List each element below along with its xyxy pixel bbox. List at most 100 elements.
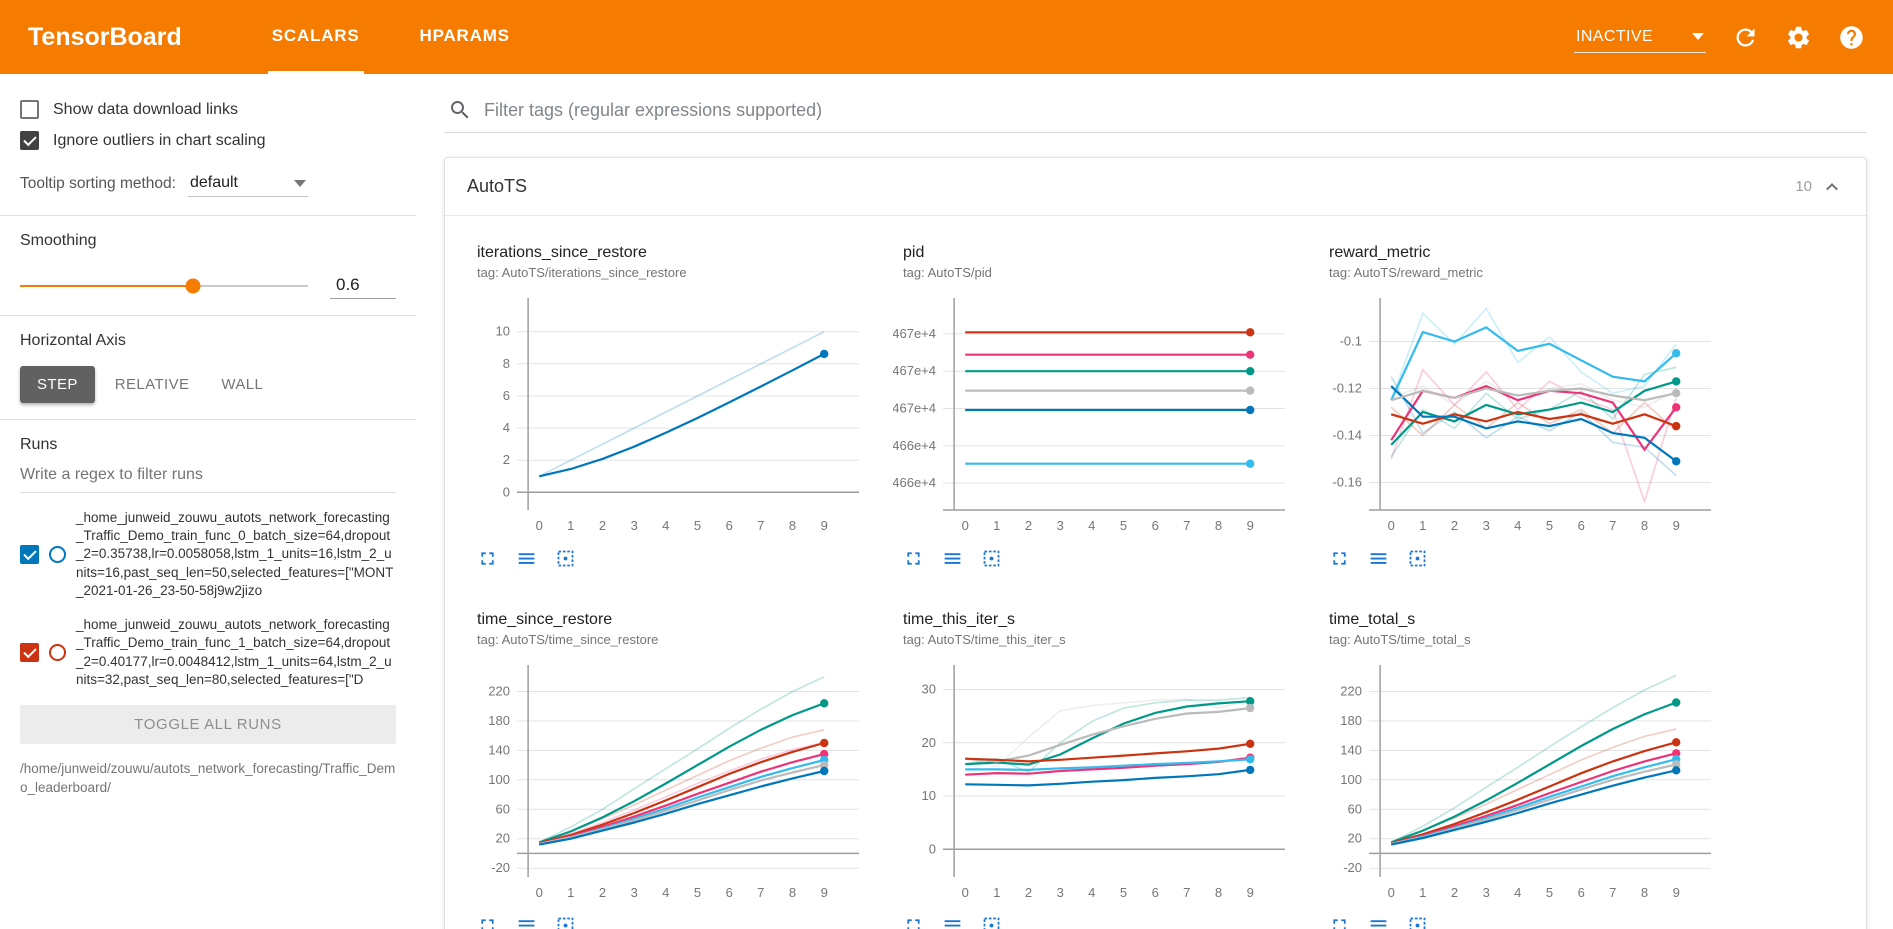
help-icon[interactable] [1838,24,1865,51]
svg-text:-0.12: -0.12 [1332,381,1362,396]
expand-chart-icon[interactable] [477,915,498,929]
card-header[interactable]: AutoTS 10 [445,158,1866,216]
svg-text:4: 4 [1514,518,1521,533]
svg-text:9: 9 [1247,885,1254,900]
expand-chart-icon[interactable] [903,548,924,569]
tag-filter-row [444,74,1867,133]
svg-text:9: 9 [1673,885,1680,900]
svg-text:2.467e+4: 2.467e+4 [893,401,936,416]
header: TensorBoard SCALARS HPARAMS INACTIVE [0,0,1893,74]
axis-relative-button[interactable]: RELATIVE [114,376,190,393]
runs-menu-icon[interactable] [516,915,537,929]
svg-text:7: 7 [1183,518,1190,533]
svg-text:9: 9 [1247,518,1254,533]
fit-domain-icon[interactable] [981,915,1002,929]
tab-scalars[interactable]: SCALARS [267,0,364,74]
svg-text:0: 0 [1388,885,1395,900]
runs-menu-icon[interactable] [1368,548,1389,569]
toggle-all-runs-button[interactable]: TOGGLE ALL RUNS [20,704,396,744]
tooltip-sorting-select[interactable]: default [187,170,308,197]
axis-step-button[interactable]: STEP [20,366,95,403]
svg-text:8: 8 [1215,885,1222,900]
svg-text:8: 8 [1641,885,1648,900]
svg-text:1: 1 [993,518,1000,533]
chart-title: reward_metric [1329,244,1431,261]
ignore-outliers-checkbox[interactable] [20,131,39,150]
run-name: _home_junweid_zouwu_autots_network_forec… [76,617,392,687]
show-download-links-checkbox[interactable] [20,100,39,119]
svg-text:5: 5 [1546,885,1553,900]
svg-text:140: 140 [1340,742,1362,757]
chevron-down-icon [293,179,306,187]
tab-hparams[interactable]: HPARAMS [419,25,510,45]
runs-filter-input[interactable] [20,458,396,493]
fit-domain-icon[interactable] [1407,915,1428,929]
svg-text:1: 1 [1419,885,1426,900]
main-panel: AutoTS 10 iterations_since_restore tag: … [416,74,1893,929]
chart-tag: tag: AutoTS/time_total_s [1329,632,1471,647]
svg-text:-0.14: -0.14 [1332,428,1362,443]
svg-text:7: 7 [757,518,764,533]
charts-grid: iterations_since_restore tag: AutoTS/ite… [445,216,1866,929]
svg-text:6: 6 [1578,518,1585,533]
svg-text:2: 2 [599,518,606,533]
chart-tag: tag: AutoTS/time_since_restore [477,632,659,647]
chart-title: time_since_restore [477,611,613,628]
svg-text:10: 10 [496,324,510,339]
svg-text:6: 6 [503,388,510,403]
card-title: AutoTS [467,176,528,196]
svg-text:0: 0 [536,885,543,900]
settings-gear-icon[interactable] [1785,24,1812,51]
runs-menu-icon[interactable] [942,915,963,929]
smoothing-slider[interactable] [20,278,308,293]
expand-chart-icon[interactable] [903,915,924,929]
expand-chart-icon[interactable] [477,548,498,569]
fit-domain-icon[interactable] [981,548,1002,569]
expand-chart-icon[interactable] [1329,548,1350,569]
fit-domain-icon[interactable] [555,548,576,569]
smoothing-value[interactable]: 0.6 [330,272,396,299]
run-radio[interactable] [49,644,66,662]
search-icon [451,101,469,119]
svg-text:30: 30 [922,682,936,697]
runs-menu-icon[interactable] [942,548,963,569]
expand-chart-icon[interactable] [1329,915,1350,929]
chart-title: iterations_since_restore [477,244,647,261]
card-count: 10 [1795,178,1812,195]
runs-menu-icon[interactable] [516,548,537,569]
chart-card: time_total_s tag: AutoTS/time_total_s -2… [1319,599,1721,929]
svg-text:20: 20 [922,735,936,750]
fit-domain-icon[interactable] [1407,548,1428,569]
autots-card: AutoTS 10 iterations_since_restore tag: … [444,157,1867,929]
chart-plot: -0.1 -0.12 -0.14 -0.16 0 1 2 3 4 5 6 7 8 9 [1319,288,1721,538]
chevron-up-icon[interactable] [1820,175,1844,199]
svg-text:2: 2 [1025,885,1032,900]
smoothing-slider-thumb[interactable] [185,278,201,293]
svg-text:5: 5 [1120,518,1127,533]
svg-text:3: 3 [1483,885,1490,900]
svg-text:-0.16: -0.16 [1332,475,1362,490]
svg-text:5: 5 [694,518,701,533]
chart-tag: tag: AutoTS/time_this_iter_s [903,632,1066,647]
chart-card: pid tag: AutoTS/pid 2.466e+42.466e+42.46… [893,232,1295,569]
run-radio[interactable] [49,546,66,564]
run-checkbox[interactable] [20,545,39,565]
data-status-select[interactable]: INACTIVE [1574,22,1706,53]
runs-menu-icon[interactable] [1368,915,1389,929]
svg-text:100: 100 [488,772,510,787]
svg-text:-20: -20 [1343,860,1362,875]
svg-text:8: 8 [789,885,796,900]
divider [0,419,416,420]
svg-text:4: 4 [662,518,669,533]
tag-filter-input[interactable] [484,99,1863,121]
svg-text:2: 2 [503,452,510,467]
axis-wall-button[interactable]: WALL [221,376,264,393]
svg-text:7: 7 [757,885,764,900]
svg-text:220: 220 [1340,684,1362,699]
svg-text:8: 8 [503,356,510,371]
refresh-icon[interactable] [1732,24,1759,51]
svg-text:7: 7 [1609,518,1616,533]
run-checkbox[interactable] [20,643,39,663]
fit-domain-icon[interactable] [555,915,576,929]
svg-text:220: 220 [488,684,510,699]
